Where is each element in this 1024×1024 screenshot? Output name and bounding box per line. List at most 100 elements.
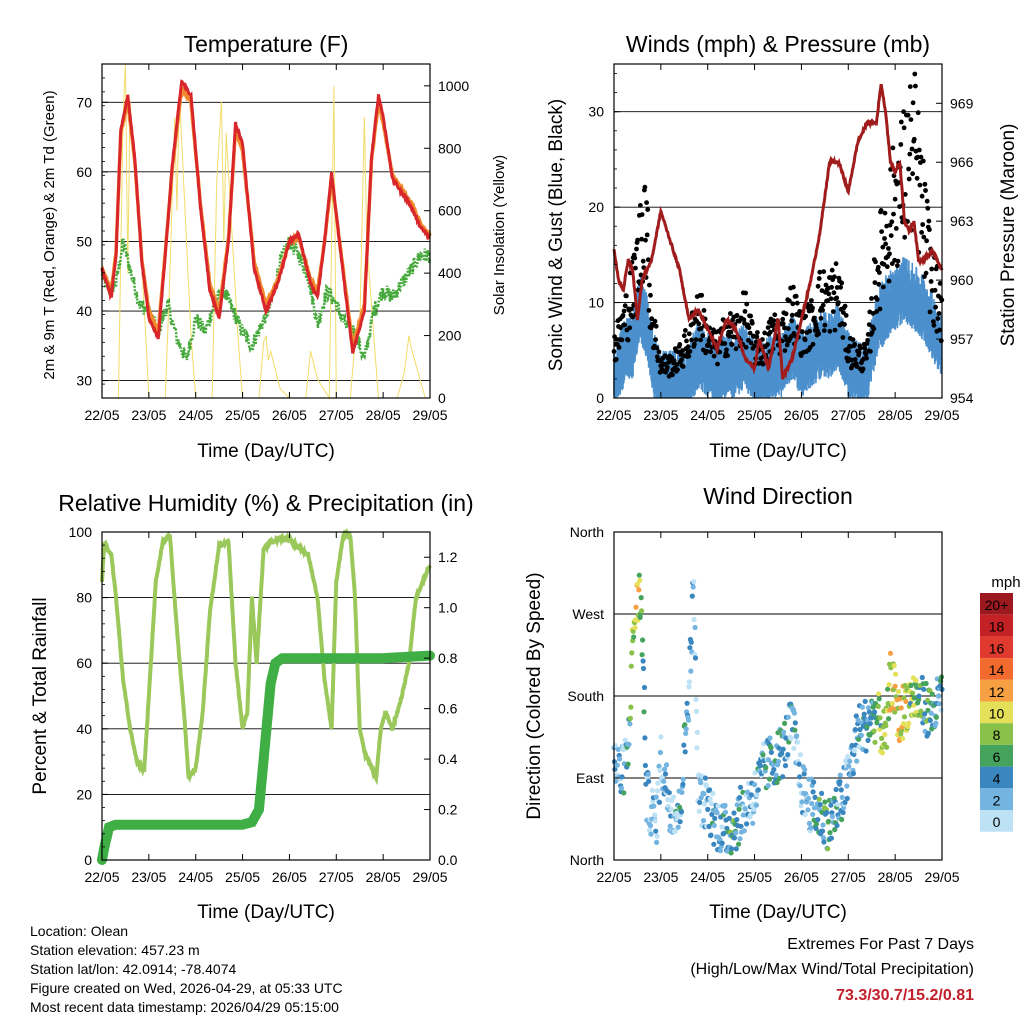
direction-point [922, 711, 928, 717]
gust-point [856, 350, 862, 355]
gust-point [842, 303, 848, 309]
gust-point [644, 200, 649, 206]
gust-point [907, 151, 913, 157]
gust-point [877, 306, 883, 312]
direction-point [614, 762, 620, 768]
gust-point [722, 341, 728, 346]
colorbar-swatch [980, 658, 1013, 680]
direction-point [868, 715, 874, 721]
direction-point [889, 700, 895, 707]
gust-point [728, 329, 734, 335]
gust-point [905, 112, 911, 118]
direction-point [820, 835, 827, 841]
gust-point [671, 358, 677, 364]
direction-point [859, 704, 865, 710]
gust-point [621, 308, 627, 314]
direction-point [686, 684, 692, 690]
direction-point [820, 822, 826, 828]
direction-point [748, 792, 754, 798]
ytick-label: South [567, 688, 604, 704]
gust-point [873, 259, 878, 265]
direction-point [879, 735, 885, 742]
gust-point [765, 342, 770, 347]
direction-point [813, 825, 819, 832]
gust-point [918, 154, 924, 160]
colorbar-label: 4 [993, 771, 1001, 787]
gust-point [780, 321, 786, 326]
direction-point [696, 808, 702, 814]
gust-point [742, 309, 748, 314]
direction-point [653, 828, 659, 834]
gust-point [876, 281, 882, 287]
colorbar-label: 2 [993, 792, 1001, 808]
gust-point [733, 346, 739, 352]
direction-point [629, 650, 635, 656]
direction-point [889, 705, 895, 711]
gust-point [868, 349, 873, 354]
direction-point [842, 799, 848, 806]
direction-point [678, 809, 685, 815]
ytick-right-label: 0.0 [438, 852, 458, 868]
direction-point [639, 652, 645, 658]
gust-point [836, 300, 841, 305]
gust-point [872, 280, 878, 285]
direction-point [797, 774, 803, 780]
ytick-label: 60 [76, 655, 92, 671]
gust-point [711, 353, 717, 359]
gust-point [922, 181, 928, 187]
direction-point [687, 645, 693, 651]
direction-xlabel: Time (Day/UTC) [709, 902, 847, 923]
xtick-label: 25/05 [737, 407, 772, 423]
direction-point [722, 802, 728, 809]
gust-point [662, 362, 667, 367]
direction-point [908, 682, 914, 689]
gust-point [852, 357, 858, 362]
colorbar-swatch [980, 788, 1013, 810]
gust-point [635, 237, 640, 243]
humidity-axes: 0 20 40 60 80 100 0.0 0.2 0.4 0.6 0.8 1.0 1.2 22/05 23… [69, 524, 458, 885]
colorbar-label: 6 [993, 749, 1001, 765]
gust-point [680, 364, 686, 369]
elevation-text: Station elevation: 457.23 m [30, 942, 200, 958]
gust-point [725, 353, 730, 358]
gust-point [895, 263, 900, 268]
direction-point [891, 663, 897, 669]
direction-point [809, 800, 815, 807]
gust-point [863, 351, 869, 357]
xtick-label: 22/05 [84, 407, 119, 423]
gust-point [890, 145, 896, 151]
direction-point [641, 684, 648, 691]
direction-point [722, 809, 729, 815]
gust-point [842, 322, 847, 327]
direction-point [849, 742, 855, 749]
direction-point [822, 799, 828, 805]
direction-point [754, 792, 760, 798]
ytick-label: 30 [76, 373, 92, 389]
colorbar-label: 20+ [985, 597, 1009, 613]
direction-point [906, 720, 912, 727]
direction-point [808, 825, 814, 831]
temperature-ylabel-left: 2m & 9m T (Red, Orange) & 2m Td (Green) [41, 90, 58, 379]
direction-point [802, 811, 808, 818]
extremes-values: 73.3/30.7/15.2/0.81 [836, 987, 974, 1004]
gust-point [917, 182, 923, 188]
gust-point [696, 321, 702, 327]
gust-point [874, 309, 879, 314]
direction-point [711, 822, 717, 829]
xtick-label: 25/05 [225, 407, 260, 423]
ytick-label: 40 [76, 303, 92, 319]
direction-point [680, 781, 686, 788]
gust-point [634, 246, 639, 252]
direction-point [882, 731, 888, 738]
colorbar-label: 12 [989, 684, 1005, 700]
direction-point [686, 679, 693, 685]
direction-point [883, 723, 889, 729]
humidity-title: Relative Humidity (%) & Precipitation (i… [58, 490, 473, 516]
direction-point [867, 721, 873, 727]
gust-point [665, 365, 670, 370]
direction-ylabel-left: Direction (Colored By Speed) [524, 572, 545, 819]
winds-series [611, 71, 945, 398]
humidity-ylabel-left: Percent & Total Rainfall [30, 597, 51, 794]
direction-point [936, 693, 942, 699]
location-text: Location: Olean [30, 923, 129, 939]
